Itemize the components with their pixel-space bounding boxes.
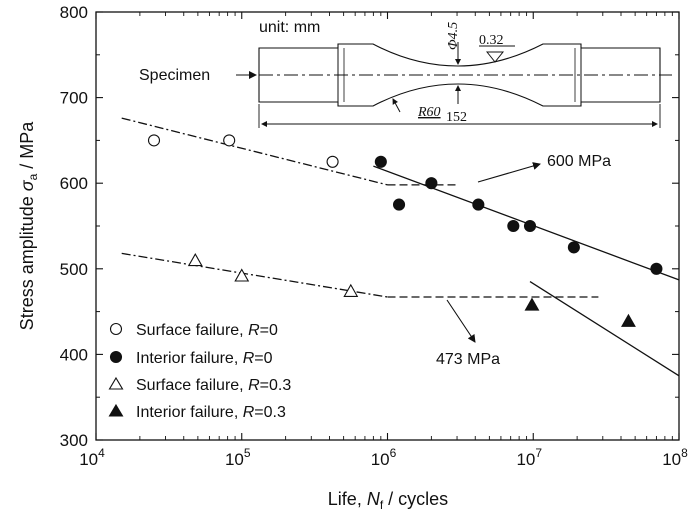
y-tick-label: 700 bbox=[60, 89, 88, 108]
point-circle-filled bbox=[472, 198, 485, 211]
point-triangle-filled bbox=[621, 313, 636, 327]
annotation-473-label: 473 MPa bbox=[436, 351, 500, 368]
y-tick-label: 800 bbox=[60, 3, 88, 22]
legend-marker-surface-r03 bbox=[108, 376, 124, 390]
point-circle-filled bbox=[507, 219, 520, 233]
legend: Surface failure, R=0 Interior failure, R… bbox=[108, 322, 291, 421]
data-points bbox=[147, 134, 663, 327]
roughness-label: 0.32 bbox=[479, 33, 504, 48]
x-tick-label: 108 bbox=[662, 446, 688, 469]
axis-ticks: 300 400 500 600 700 800 104 105 106 107 108 bbox=[60, 3, 688, 469]
point-triangle-open bbox=[343, 283, 359, 297]
legend-marker-interior-r0 bbox=[109, 350, 123, 364]
inset-specimen-label: Specimen bbox=[139, 67, 210, 84]
legend-marker-surface-r0 bbox=[109, 322, 123, 336]
point-circle-filled bbox=[392, 198, 406, 211]
radius-label: R60 bbox=[417, 105, 441, 120]
point-circle-filled bbox=[523, 219, 537, 233]
legend-label-interior-r0: Interior failure, R=0 bbox=[136, 350, 273, 367]
legend-label-surface-r03: Surface failure, R=0.3 bbox=[136, 377, 291, 394]
fit-line-dashdot bbox=[121, 117, 388, 186]
x-tick-label: 107 bbox=[516, 446, 542, 469]
fit-line-solid bbox=[529, 281, 680, 377]
legend-marker-interior-r03 bbox=[108, 403, 124, 417]
annotation-473-arrow bbox=[446, 299, 476, 343]
inset-unit-label: unit: mm bbox=[259, 19, 320, 36]
y-axis-title: Stress amplitude σa / MPa bbox=[17, 121, 40, 331]
y-tick-label: 400 bbox=[60, 345, 88, 364]
y-tick-label: 600 bbox=[60, 174, 88, 193]
x-tick-label: 106 bbox=[371, 446, 397, 469]
roughness-symbol bbox=[485, 51, 505, 63]
point-circle-filled bbox=[425, 177, 438, 190]
annotation-600-arrow bbox=[477, 162, 541, 183]
length-label: 152 bbox=[446, 110, 467, 125]
point-triangle-open bbox=[187, 252, 203, 267]
y-tick-label: 500 bbox=[60, 260, 88, 279]
diameter-label: Φ4.5 bbox=[446, 22, 461, 50]
point-circle-filled bbox=[650, 262, 663, 275]
x-axis-title: Life, Nf / cycles bbox=[328, 489, 448, 512]
fit-line-dashdot bbox=[121, 252, 388, 298]
point-circle-filled bbox=[374, 155, 387, 168]
specimen-outline bbox=[258, 43, 661, 107]
y-tick-label: 300 bbox=[60, 431, 88, 450]
point-circle-open bbox=[147, 134, 161, 147]
point-circle-open bbox=[326, 155, 339, 168]
annotation-600-label: 600 MPa bbox=[547, 153, 611, 170]
legend-label-interior-r03: Interior failure, R=0.3 bbox=[136, 404, 286, 421]
specimen-inset: unit: mm Specimen Φ4.5 0.32 R60 152 bbox=[139, 19, 672, 128]
point-triangle-open bbox=[234, 268, 250, 282]
x-tick-label: 105 bbox=[225, 446, 251, 469]
legend-label-surface-r0: Surface failure, R=0 bbox=[136, 322, 278, 339]
point-circle-open bbox=[223, 134, 236, 147]
x-tick-label: 104 bbox=[79, 446, 105, 469]
point-circle-filled bbox=[567, 241, 580, 254]
radius-leader bbox=[392, 98, 401, 113]
point-triangle-filled bbox=[524, 297, 540, 311]
